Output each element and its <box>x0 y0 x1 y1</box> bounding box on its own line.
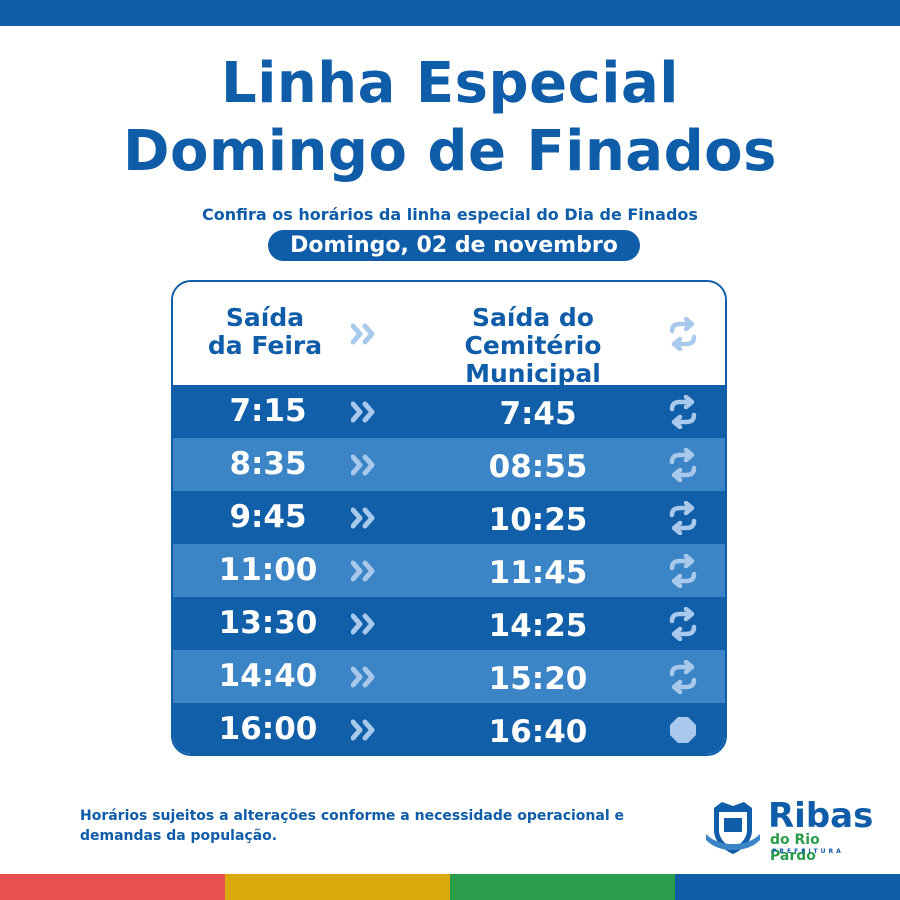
departure-time-fair: 8:35 <box>229 446 307 482</box>
stop-icon <box>663 703 703 754</box>
departure-time-cemetery: 15:20 <box>488 661 588 697</box>
departure-time-cemetery: 16:40 <box>488 714 588 750</box>
repeat-icon <box>663 650 703 703</box>
table-row: 14:40 15:20 <box>173 650 725 703</box>
table-row: 9:45 10:25 <box>173 491 725 544</box>
logo-subtitle: do Rio Pardo <box>770 832 820 864</box>
departure-time-fair: 11:00 <box>218 552 318 588</box>
repeat-icon <box>663 385 703 438</box>
table-row: 7:15 7:45 <box>173 385 725 438</box>
header-left-line-2: da Feira <box>207 331 323 360</box>
bottom-bar-red <box>0 874 225 900</box>
title-line-2: Domingo de Finados <box>123 119 777 184</box>
departure-time-cemetery: 7:45 <box>499 396 577 432</box>
title-line-1: Linha Especial <box>221 51 679 116</box>
table-row: 8:35 08:55 <box>173 438 725 491</box>
repeat-icon <box>663 544 703 597</box>
departure-time-cemetery: 14:25 <box>488 608 588 644</box>
repeat-icon <box>663 307 703 360</box>
chevron-right-icon <box>349 491 383 544</box>
departure-time-fair: 14:40 <box>218 658 318 694</box>
table-header: Saída da Feira Saída do Cemitério Munici… <box>173 282 725 388</box>
top-color-bar <box>0 0 900 26</box>
footer-note: Horários sujeitos a alterações conforme … <box>80 808 624 844</box>
header-departure-fair: Saída da Feira <box>185 304 345 360</box>
chevron-right-icon <box>349 544 383 597</box>
logo-subtitle-2: PREFEITURA <box>772 848 844 855</box>
chevron-right-icon <box>349 597 383 650</box>
header-right-line-2: Cemitério Municipal <box>464 331 602 388</box>
bottom-color-bar <box>0 874 900 900</box>
departure-time-cemetery: 08:55 <box>488 449 588 485</box>
schedule-table: Saída da Feira Saída do Cemitério Munici… <box>171 280 727 756</box>
departure-time-fair: 7:15 <box>229 393 307 429</box>
chevron-right-icon <box>349 307 383 360</box>
city-crest-icon <box>706 802 760 854</box>
page-title: Linha Especial Domingo de Finados <box>0 50 900 186</box>
departure-time-fair: 16:00 <box>218 711 318 747</box>
chevron-right-icon <box>349 385 383 438</box>
departure-time-fair: 13:30 <box>218 605 318 641</box>
table-row: 16:00 16:40 <box>173 703 725 754</box>
logo-name: Ribas <box>768 796 874 836</box>
bottom-bar-blue <box>675 874 900 900</box>
header-right-line-1: Saída do <box>472 303 594 332</box>
logo: Ribas do Rio Pardo PREFEITURA <box>700 796 874 864</box>
departure-time-fair: 9:45 <box>229 499 307 535</box>
subtitle: Confira os horários da linha especial do… <box>202 205 698 224</box>
departure-time-cemetery: 10:25 <box>488 502 588 538</box>
chevron-right-icon <box>349 650 383 703</box>
repeat-icon <box>663 491 703 544</box>
repeat-icon <box>663 438 703 491</box>
table-row: 13:30 14:25 <box>173 597 725 650</box>
bottom-bar-yellow <box>225 874 450 900</box>
date-badge: Domingo, 02 de novembro <box>268 230 640 261</box>
header-left-line-1: Saída <box>225 303 305 332</box>
bottom-bar-green <box>450 874 675 900</box>
chevron-right-icon <box>349 703 383 754</box>
header-departure-cemetery: Saída do Cemitério Municipal <box>393 304 673 388</box>
chevron-right-icon <box>349 438 383 491</box>
repeat-icon <box>663 597 703 650</box>
table-row: 11:00 11:45 <box>173 544 725 597</box>
departure-time-cemetery: 11:45 <box>488 555 588 591</box>
